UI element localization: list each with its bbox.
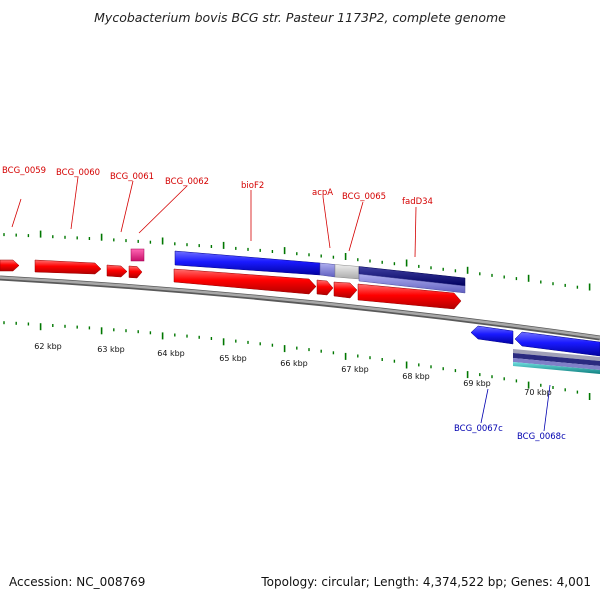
- label-leader-lines: [11, 176, 551, 432]
- label-bcg-0059[interactable]: BCG_0059: [2, 166, 46, 176]
- gene-bcg-0062[interactable]: [128, 265, 143, 279]
- label-bcg-0061[interactable]: BCG_0061: [110, 172, 154, 182]
- label-bcg-0065[interactable]: BCG_0065: [342, 192, 386, 202]
- label-fadd34[interactable]: fadD34: [402, 197, 433, 207]
- leader-bcg-0062: [138, 185, 188, 234]
- ruler-label-68kbp: 68 kbp: [402, 372, 430, 381]
- map-title: Mycobacterium bovis BCG str. Pasteur 117…: [94, 10, 506, 25]
- ruler-label-65kbp: 65 kbp: [219, 354, 247, 363]
- ruler-label-62kbp: 62 kbp: [34, 342, 62, 351]
- ruler-label-63kbp: 63 kbp: [97, 345, 125, 354]
- region-strip-lavender: [513, 358, 600, 370]
- leader-bcg-0065: [348, 201, 364, 252]
- leader-acpa: [322, 196, 331, 249]
- kbp-ruler: 62 kbp 63 kbp 64 kbp 65 kbp 66 kbp 67 kb…: [34, 342, 552, 397]
- ruler-label-67kbp: 67 kbp: [341, 365, 369, 374]
- accession-label: Accession: NC_008769: [9, 575, 145, 589]
- gene-acpa[interactable]: [316, 279, 334, 296]
- feature-region-band: [174, 250, 466, 294]
- reverse-strand-genes: [470, 325, 600, 357]
- region-grey-block[interactable]: [334, 264, 360, 280]
- gene-bcg-0068c[interactable]: [514, 331, 600, 357]
- leader-fadd34: [414, 206, 417, 258]
- region-lavender-strip[interactable]: [358, 273, 466, 294]
- gene-biof2[interactable]: [173, 268, 317, 295]
- leader-bcg-0060: [70, 176, 79, 230]
- region-strip-cyan: [513, 362, 600, 374]
- label-biof2[interactable]: bioF2: [241, 181, 264, 191]
- label-bcg-0060[interactable]: BCG_0060: [56, 168, 100, 178]
- reverse-region-stack: [513, 349, 600, 374]
- label-bcg-0062[interactable]: BCG_0062: [165, 177, 209, 187]
- label-bcg-0068c[interactable]: BCG_0068c: [517, 432, 566, 442]
- gene-bcg-0065[interactable]: [333, 281, 358, 299]
- leader-bcg-0061: [120, 180, 134, 233]
- region-lavender-block[interactable]: [319, 262, 336, 278]
- gene-bcg-0059[interactable]: [0, 259, 20, 272]
- ruler-label-64kbp: 64 kbp: [157, 349, 185, 358]
- leader-bcg-0059: [11, 198, 22, 228]
- ruler-label-69kbp: 69 kbp: [463, 379, 491, 388]
- region-strip-navy: [513, 353, 600, 366]
- rna-feature-marker[interactable]: [130, 248, 145, 262]
- leader-bcg-0068c: [543, 384, 551, 432]
- label-acpa[interactable]: acpA: [312, 188, 333, 198]
- gene-labels: BCG_0059 BCG_0060 BCG_0061 BCG_0062 bioF…: [2, 166, 566, 442]
- gene-bcg-0060[interactable]: [34, 259, 102, 275]
- gene-fadd34[interactable]: [357, 283, 462, 310]
- outer-tick-track: [3, 230, 591, 291]
- ruler-label-66kbp: 66 kbp: [280, 359, 308, 368]
- genome-summary: Topology: circular; Length: 4,374,522 bp…: [260, 575, 591, 589]
- genome-backbone: [0, 275, 600, 341]
- leader-bcg-0067c: [480, 388, 489, 424]
- gene-bcg-0061[interactable]: [106, 264, 128, 278]
- region-strip-grey: [513, 349, 600, 361]
- gene-bcg-0067c[interactable]: [470, 325, 514, 345]
- inner-tick-track: [3, 321, 591, 400]
- label-bcg-0067c[interactable]: BCG_0067c: [454, 424, 503, 434]
- ruler-label-70kbp: 70 kbp: [524, 388, 552, 397]
- forward-strand-genes: [0, 259, 462, 310]
